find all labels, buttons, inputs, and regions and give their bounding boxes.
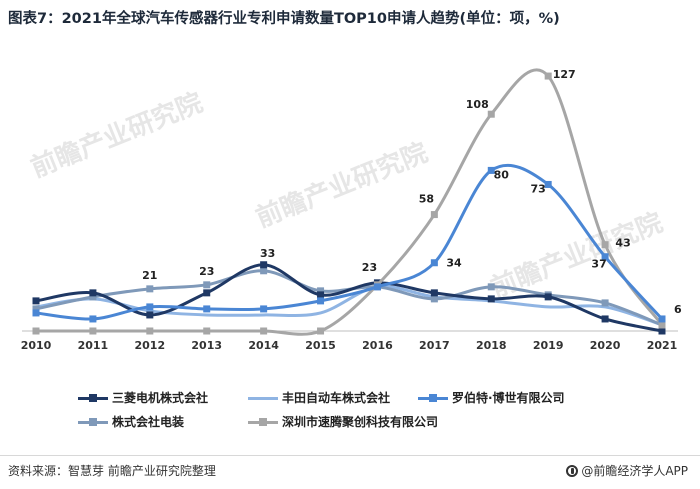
point-denso-2014 (260, 267, 268, 275)
legend-swatch-denso (78, 416, 108, 428)
data-label-robosense-2016: 23 (362, 261, 377, 274)
point-denso-2015 (317, 287, 325, 295)
x-tick-label-2021: 2021 (647, 339, 678, 352)
legend-swatch-bosch (418, 392, 448, 404)
x-tick-label-2014: 2014 (248, 339, 279, 352)
point-bosch-2012 (146, 303, 154, 311)
point-mitsubishi-2014 (260, 261, 268, 269)
legend-label-mitsubishi: 三菱电机株式会社 (112, 391, 209, 405)
legend-item-bosch: 罗伯特·博世有限公司 (418, 389, 565, 406)
point-mitsubishi-2015 (317, 291, 325, 299)
point-robosense-2014 (260, 327, 268, 335)
line-chart: 2010 2011 2012 2013 2014 2015 2016 2017 2018 2019… (21, 68, 682, 352)
point-denso-2012 (146, 285, 154, 293)
x-tick-label-2019: 2019 (533, 339, 564, 352)
point-bosch-2015 (317, 297, 325, 305)
point-robosense-2020 (601, 241, 609, 249)
source-note: 资料来源：智慧芽 前瞻产业研究院整理 (8, 464, 216, 478)
point-mitsubishi-2018 (487, 295, 495, 303)
point-bosch-2011 (89, 315, 97, 323)
x-tick-label-2016: 2016 (362, 339, 393, 352)
x-tick-label-2010: 2010 (21, 339, 52, 352)
legend-item-denso: 株式会社电装 (78, 413, 184, 430)
x-tick-label-2018: 2018 (476, 339, 507, 352)
legend-label-bosch: 罗伯特·博世有限公司 (452, 391, 565, 405)
point-robosense-2012 (146, 327, 154, 335)
point-robosense-2019 (544, 72, 552, 80)
point-denso-2013 (203, 281, 211, 289)
point-bosch-2021 (658, 315, 666, 323)
legend-item-toyota: 丰田自动车株式会社 (248, 389, 390, 406)
x-tick-label-2011: 2011 (78, 339, 109, 352)
point-mitsubishi-2020 (601, 315, 609, 323)
point-denso-2011 (89, 293, 97, 301)
chart-title: 图表7：2021年全球汽车传感器行业专利申请数量TOP10申请人趋势(单位：项，… (8, 11, 560, 27)
data-label-robosense-2019: 127 (553, 68, 576, 81)
x-tick-label-2017: 2017 (419, 339, 450, 352)
point-mitsubishi-2010 (32, 297, 40, 305)
point-robosense-2010 (32, 327, 40, 335)
legend-label-toyota: 丰田自动车株式会社 (282, 391, 391, 405)
x-tick-label-2015: 2015 (305, 339, 336, 352)
data-label-bosch-2018: 80 (494, 168, 510, 181)
data-label-denso-2013: 23 (199, 265, 214, 278)
brand-text: @前瞻经济学人APP (581, 464, 688, 478)
data-label-robosense-2018: 108 (466, 98, 489, 111)
point-robosense-2018 (487, 110, 495, 118)
data-label-robosense-2020: 43 (615, 237, 630, 250)
legend-label-robosense: 深圳市速腾聚创科技有限公司 (282, 415, 439, 429)
legend-swatch-toyota (248, 392, 278, 404)
legend-swatch-robosense (248, 416, 278, 428)
point-denso-2018 (487, 283, 495, 291)
x-tick-label-2013: 2013 (191, 339, 222, 352)
data-label-bosch-2021: 6 (674, 303, 682, 316)
point-robosense-2013 (203, 327, 211, 335)
x-tick-label-2020: 2020 (590, 339, 621, 352)
point-bosch-2013 (203, 305, 211, 313)
point-denso-2017 (430, 295, 438, 303)
legend-label-denso: 株式会社电装 (112, 415, 185, 429)
x-tick-label-2012: 2012 (135, 339, 166, 352)
point-mitsubishi-2021 (658, 327, 666, 335)
brand-logo-icon (566, 464, 579, 477)
point-bosch-2016 (373, 283, 381, 291)
point-bosch-2020 (601, 253, 609, 261)
legend-swatch-mitsubishi (78, 392, 108, 404)
point-robosense-2021 (658, 321, 666, 329)
point-bosch-2019 (544, 180, 552, 188)
point-bosch-2017 (430, 259, 438, 267)
brand-credit: @前瞻经济学人APP (566, 462, 688, 479)
point-denso-2020 (601, 299, 609, 307)
point-mitsubishi-2012 (146, 311, 154, 319)
legend-item-mitsubishi: 三菱电机株式会社 (78, 389, 208, 406)
point-bosch-2014 (260, 305, 268, 313)
data-label-bosch-2019: 73 (531, 182, 546, 195)
point-mitsubishi-2017 (430, 289, 438, 297)
data-label-robosense-2017: 58 (419, 193, 434, 206)
point-denso-2010 (32, 305, 40, 313)
point-robosense-2017 (430, 211, 438, 219)
point-mitsubishi-2019 (544, 293, 552, 301)
point-robosense-2011 (89, 327, 97, 335)
point-bosch-2018 (487, 166, 495, 174)
data-label-bosch-2020: 37 (591, 258, 606, 271)
point-robosense-2015 (317, 327, 325, 335)
data-label-bosch-2017: 34 (446, 257, 462, 270)
point-mitsubishi-2011 (89, 289, 97, 297)
point-mitsubishi-2013 (203, 289, 211, 297)
data-label-denso-2012: 21 (142, 269, 157, 282)
legend-item-robosense: 深圳市速腾聚创科技有限公司 (248, 413, 438, 430)
footer-divider (0, 455, 700, 456)
data-label-extra-2014: 33 (260, 247, 275, 260)
point-bosch-2010 (32, 309, 40, 317)
